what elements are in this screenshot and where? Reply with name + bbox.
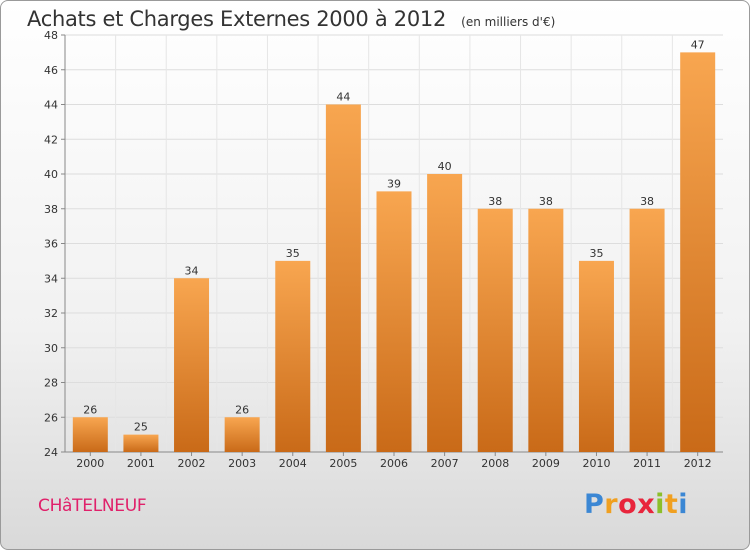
y-tick-label: 30	[44, 342, 58, 355]
data-label: 35	[286, 247, 300, 260]
logo-letter: P	[584, 489, 605, 520]
y-tick-labels: 24 26 28 30 32 34 36 38 40 42 44 46 48	[44, 29, 58, 459]
x-tick-label: 2006	[380, 457, 408, 470]
bar	[528, 208, 564, 452]
bar	[680, 52, 716, 452]
bar	[174, 278, 210, 452]
y-tick-label: 26	[44, 411, 58, 424]
data-label: 47	[691, 38, 705, 51]
logo-letter: x	[637, 489, 656, 520]
logo-letter: o	[618, 489, 638, 520]
x-tick-label: 2003	[228, 457, 256, 470]
x-tick-label: 2008	[481, 457, 509, 470]
y-tick-label: 36	[44, 238, 58, 251]
x-tick-label: 2010	[582, 457, 610, 470]
x-tick-label: 2005	[329, 457, 357, 470]
data-label: 38	[488, 195, 502, 208]
bar	[376, 191, 412, 452]
bars	[72, 52, 716, 452]
x-tick-label: 2002	[178, 457, 206, 470]
chart-title-main: Achats et Charges Externes 2000 à 2012	[27, 7, 447, 31]
data-label: 26	[235, 403, 249, 416]
y-tick-label: 46	[44, 64, 58, 77]
bar	[72, 417, 108, 452]
data-labels: 26 25 34 26 35 44 39 40 38 38 35 38 47	[83, 38, 704, 433]
x-tick-label: 2004	[279, 457, 307, 470]
y-tick-label: 32	[44, 307, 58, 320]
bar	[275, 260, 311, 452]
y-tick-label: 42	[44, 133, 58, 146]
y-tick-label: 24	[44, 446, 58, 459]
data-label: 39	[387, 177, 401, 190]
data-label: 40	[438, 160, 452, 173]
data-label: 38	[640, 195, 654, 208]
chart-title: Achats et Charges Externes 2000 à 2012 (…	[27, 7, 555, 31]
bar	[224, 417, 260, 452]
y-tick-label: 48	[44, 29, 58, 42]
y-tick-label: 40	[44, 168, 58, 181]
data-label: 35	[589, 247, 603, 260]
bar	[427, 174, 463, 452]
y-tick-label: 34	[44, 272, 58, 285]
x-tick-label: 2000	[76, 457, 104, 470]
x-tick-label: 2012	[684, 457, 712, 470]
x-tick-label: 2009	[532, 457, 560, 470]
data-label: 38	[539, 195, 553, 208]
data-label: 34	[185, 264, 199, 277]
logo-letter: t	[664, 489, 679, 520]
logo-letter: r	[604, 489, 619, 520]
proxiti-logo[interactable]: Proxiti	[584, 489, 688, 520]
data-label: 26	[83, 403, 97, 416]
bar	[325, 104, 361, 452]
data-label: 25	[134, 421, 148, 434]
data-label: 44	[336, 91, 350, 104]
y-tick-label: 44	[44, 99, 58, 112]
logo-letter: i	[678, 489, 689, 520]
bar	[578, 260, 614, 452]
x-tick-labels: 2000 2001 2002 2003 2004 2005 2006 2007 2008 2009…	[76, 457, 711, 470]
x-tick-label: 2001	[127, 457, 155, 470]
bar	[629, 208, 665, 452]
city-name: CHâTELNEUF	[38, 496, 147, 516]
chart-title-unit: (en milliers d'€)	[461, 15, 556, 29]
y-tick-label: 28	[44, 377, 58, 390]
logo-letter: i	[655, 489, 665, 520]
x-tick-label: 2007	[431, 457, 459, 470]
bar	[123, 434, 159, 452]
x-tick-label: 2011	[633, 457, 661, 470]
y-tick-label: 38	[44, 203, 58, 216]
bar	[477, 208, 513, 452]
